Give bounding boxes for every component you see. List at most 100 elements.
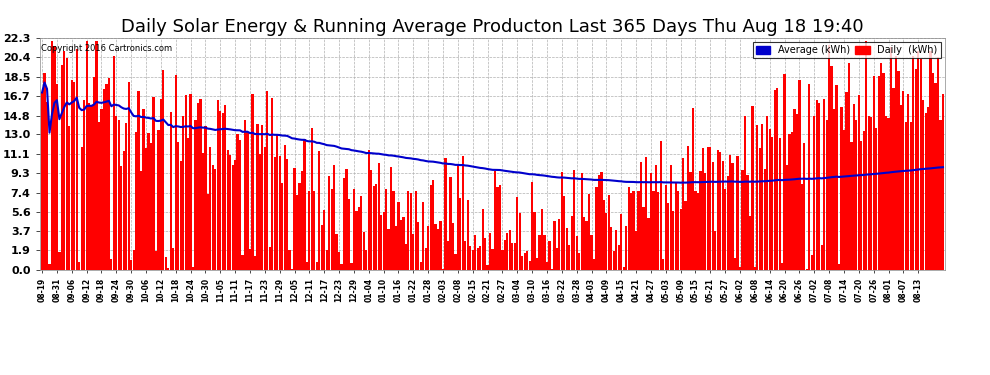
Bar (504, 240, 506, 270)
Bar (360, 196, 362, 270)
Bar (872, 76, 875, 270)
Bar (743, 116, 746, 270)
Bar (367, 150, 370, 270)
Bar (558, 219, 560, 270)
Bar (635, 231, 638, 270)
Bar (159, 99, 162, 270)
Bar (823, 99, 826, 270)
Bar (575, 236, 578, 270)
Bar (288, 250, 291, 270)
Bar (664, 184, 667, 270)
Bar (46, 102, 49, 270)
Bar (687, 146, 689, 270)
Bar (400, 220, 402, 270)
Bar (915, 69, 917, 270)
Bar (370, 170, 372, 270)
Bar (471, 250, 474, 270)
Bar (425, 248, 427, 270)
Bar (580, 173, 583, 270)
Bar (456, 164, 459, 270)
Bar (44, 72, 46, 270)
Bar (778, 138, 781, 270)
Bar (940, 120, 941, 270)
Bar (355, 211, 357, 270)
Bar (640, 162, 643, 270)
Bar (724, 189, 727, 270)
Bar (734, 258, 737, 270)
Bar (347, 198, 350, 270)
Bar (481, 209, 484, 270)
Bar (78, 262, 80, 270)
Bar (454, 254, 456, 270)
Bar (172, 248, 174, 270)
Bar (95, 40, 98, 270)
Bar (244, 120, 247, 270)
Bar (303, 140, 306, 270)
Bar (531, 182, 534, 270)
Bar (214, 169, 217, 270)
Bar (346, 169, 347, 270)
Bar (565, 228, 568, 270)
Bar (415, 191, 417, 270)
Bar (739, 267, 742, 270)
Bar (103, 89, 105, 270)
Bar (654, 165, 657, 270)
Bar (469, 246, 471, 270)
Bar (573, 170, 575, 270)
Bar (628, 188, 630, 270)
Bar (541, 209, 544, 270)
Bar (536, 258, 539, 270)
Bar (860, 141, 862, 270)
Bar (194, 120, 197, 270)
Bar (937, 57, 940, 270)
Bar (793, 110, 796, 270)
Bar (737, 156, 739, 270)
Bar (427, 226, 430, 270)
Bar (385, 189, 387, 270)
Bar (920, 59, 922, 270)
Bar (625, 226, 628, 270)
Bar (242, 255, 244, 270)
Bar (432, 180, 435, 270)
Bar (247, 132, 248, 270)
Bar (887, 118, 890, 270)
Bar (514, 243, 516, 270)
Bar (263, 147, 266, 270)
Bar (224, 105, 227, 270)
Bar (555, 248, 558, 270)
Bar (667, 203, 669, 270)
Bar (53, 46, 55, 270)
Bar (545, 262, 548, 270)
Bar (293, 168, 296, 270)
Bar (652, 191, 654, 270)
Bar (516, 196, 519, 270)
Bar (801, 184, 803, 270)
Bar (174, 75, 177, 270)
Bar (422, 202, 425, 270)
Bar (746, 175, 748, 270)
Bar (803, 143, 806, 270)
Bar (649, 173, 652, 270)
Bar (336, 234, 338, 270)
Bar (133, 250, 135, 270)
Bar (756, 126, 758, 270)
Bar (377, 164, 380, 270)
Bar (390, 167, 392, 270)
Bar (927, 107, 930, 270)
Bar (917, 51, 920, 270)
Bar (682, 158, 684, 270)
Bar (727, 176, 729, 270)
Bar (659, 141, 662, 270)
Bar (229, 155, 232, 270)
Bar (140, 171, 143, 270)
Bar (623, 267, 625, 270)
Bar (699, 171, 702, 270)
Bar (75, 49, 78, 270)
Bar (333, 165, 336, 270)
Bar (380, 215, 382, 270)
Bar (204, 126, 207, 270)
Bar (553, 220, 555, 270)
Bar (796, 114, 798, 270)
Bar (524, 253, 526, 270)
Bar (501, 251, 504, 270)
